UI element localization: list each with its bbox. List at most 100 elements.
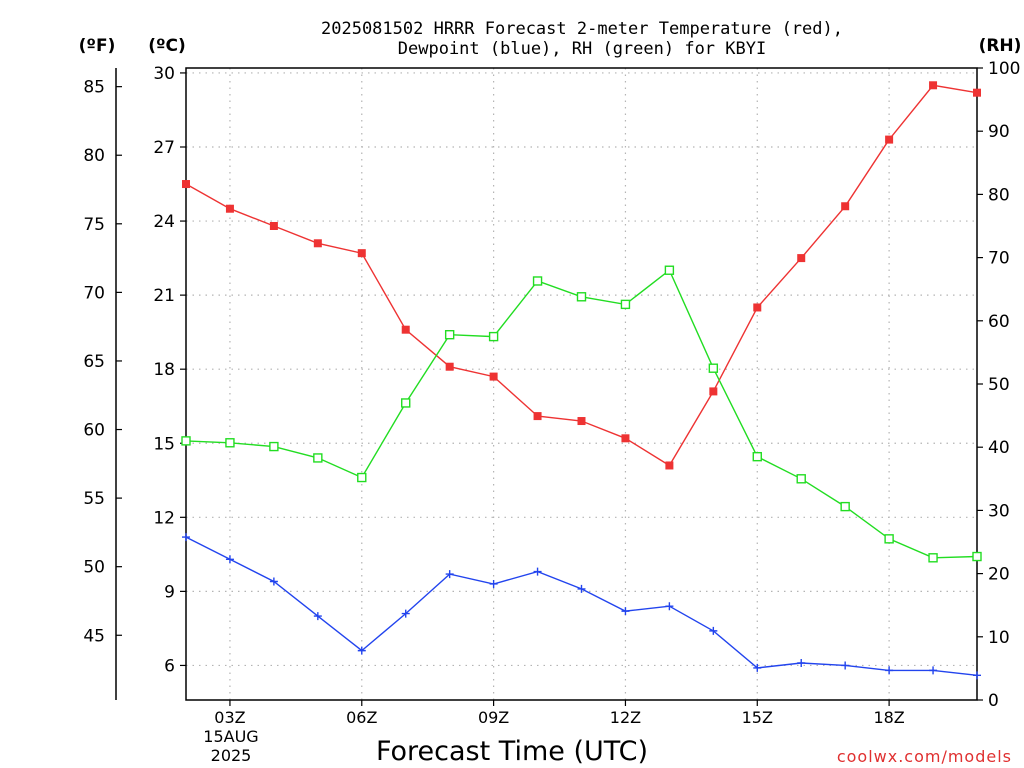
data-point <box>796 474 806 484</box>
rh-tick-label: 20 <box>988 565 1010 585</box>
data-point <box>182 180 190 189</box>
data-point <box>753 303 762 312</box>
date-label-year: 2025 <box>211 746 252 765</box>
fahrenheit-tick-label: 85 <box>83 78 105 98</box>
data-point <box>445 570 454 579</box>
rh-tick-label: 40 <box>988 438 1010 458</box>
data-point <box>225 555 234 564</box>
data-point <box>929 666 938 675</box>
rh-tick-label: 80 <box>988 185 1010 205</box>
celsius-unit-label: (ºC) <box>148 36 186 56</box>
fahrenheit-tick-label: 70 <box>83 283 105 303</box>
celsius-tick-label: 18 <box>153 360 175 380</box>
data-point <box>885 666 894 675</box>
celsius-tick-label: 15 <box>153 434 175 454</box>
data-point <box>929 81 938 90</box>
fahrenheit-tick-label: 80 <box>83 146 105 166</box>
data-point <box>708 363 719 373</box>
fahrenheit-tick-label: 60 <box>83 421 105 441</box>
data-point <box>269 577 278 586</box>
data-point <box>620 299 631 310</box>
data-point <box>753 663 762 672</box>
x-tick-label: 06Z <box>346 708 377 727</box>
data-point <box>840 501 850 512</box>
data-series <box>181 81 982 680</box>
data-point <box>357 472 367 483</box>
data-point <box>797 658 806 667</box>
data-point <box>621 434 630 443</box>
data-point <box>489 579 498 588</box>
x-tick-label: 12Z <box>610 708 641 727</box>
data-point <box>445 362 454 371</box>
fahrenheit-tick-label: 75 <box>83 215 105 235</box>
data-point <box>313 239 322 248</box>
x-axis-title: Forecast Time (UTC) <box>376 736 648 767</box>
data-point <box>488 331 499 342</box>
data-point <box>928 553 938 563</box>
site-watermark: coolwx.com/models <box>837 747 1012 766</box>
rh-tick-label: 60 <box>988 312 1010 332</box>
series-line-1 <box>185 536 978 676</box>
data-point <box>401 325 410 334</box>
data-point <box>664 265 675 275</box>
rh-unit-label: (RH) <box>979 36 1022 56</box>
data-point <box>313 453 323 463</box>
data-point <box>973 671 981 680</box>
data-point <box>401 398 411 408</box>
data-point <box>313 612 322 621</box>
data-point <box>885 135 894 144</box>
series-line-2 <box>185 269 978 559</box>
data-point <box>225 204 234 213</box>
chart-title-line-1: 2025081502 HRRR Forecast 2-meter Tempera… <box>321 19 843 39</box>
fahrenheit-tick-label: 45 <box>83 626 105 646</box>
x-tick-label: 09Z <box>478 708 509 727</box>
rh-tick-label: 50 <box>988 375 1010 395</box>
data-point <box>709 626 718 635</box>
data-point <box>973 88 981 97</box>
celsius-tick-label: 30 <box>153 64 175 84</box>
rh-tick-label: 70 <box>988 249 1010 269</box>
celsius-tick-label: 21 <box>153 286 175 306</box>
series-line-0 <box>185 84 978 467</box>
data-point <box>621 607 630 616</box>
data-point <box>357 249 366 258</box>
data-point <box>665 602 674 611</box>
rh-tick-label: 100 <box>988 59 1020 79</box>
x-tick-label: 03Z <box>214 708 245 727</box>
data-point <box>665 461 674 470</box>
data-point <box>269 441 279 452</box>
data-point <box>182 533 190 542</box>
celsius-tick-label: 9 <box>164 582 175 602</box>
rh-tick-label: 0 <box>988 691 999 711</box>
rh-tick-label: 10 <box>988 628 1010 648</box>
fahrenheit-unit-label: (ºF) <box>79 36 116 56</box>
x-tick-label: 18Z <box>873 708 904 727</box>
data-point <box>181 436 191 446</box>
data-point <box>752 451 762 462</box>
data-point <box>577 584 586 593</box>
fahrenheit-tick-label: 55 <box>83 489 105 509</box>
data-point <box>841 661 850 670</box>
celsius-tick-label: 6 <box>164 656 175 676</box>
data-point <box>225 438 235 448</box>
grid-lines <box>186 68 977 700</box>
celsius-tick-label: 12 <box>153 508 175 528</box>
data-point <box>533 567 542 576</box>
data-point <box>577 417 586 426</box>
data-point <box>533 412 542 421</box>
rh-tick-label: 90 <box>988 122 1010 142</box>
data-point <box>576 292 587 302</box>
data-point <box>709 387 718 396</box>
fahrenheit-tick-label: 65 <box>83 352 105 372</box>
axis-ticks: 03Z 06Z 09Z 12Z 15Z 18Z 6 9 12 15 18 21 24 27 30 45 50 55… <box>83 59 1020 727</box>
chart-title-line-2: Dewpoint (blue), RH (green) for KBYI <box>398 39 766 59</box>
data-point <box>401 609 410 618</box>
fahrenheit-tick-label: 50 <box>83 558 105 578</box>
data-point <box>269 222 278 230</box>
data-point <box>972 551 982 562</box>
data-point <box>841 202 850 211</box>
data-point <box>797 254 806 263</box>
data-point <box>357 646 366 655</box>
celsius-tick-label: 27 <box>153 138 175 158</box>
